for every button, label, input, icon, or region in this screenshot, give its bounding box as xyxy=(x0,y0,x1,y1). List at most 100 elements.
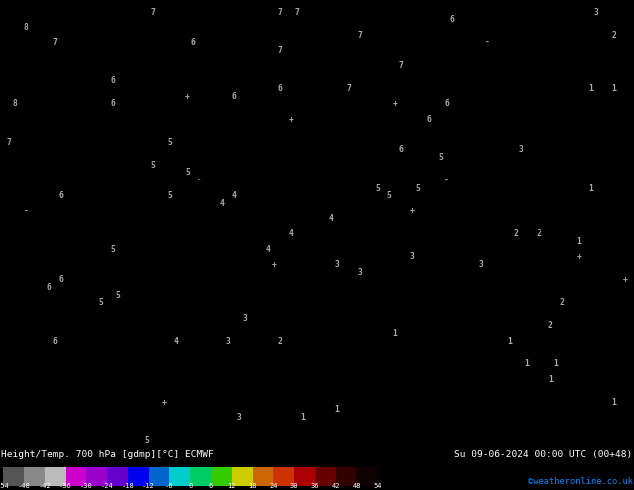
Text: 3: 3 xyxy=(519,199,524,208)
Text: 8: 8 xyxy=(53,23,58,32)
Text: +: + xyxy=(369,184,374,193)
Text: +: + xyxy=(36,107,40,116)
Text: 5: 5 xyxy=(93,382,98,392)
Text: 1: 1 xyxy=(605,291,611,299)
Text: +: + xyxy=(450,229,455,239)
Text: 7: 7 xyxy=(12,122,17,131)
Text: 3: 3 xyxy=(306,306,311,315)
Text: 5: 5 xyxy=(139,138,144,147)
Text: 1: 1 xyxy=(605,260,611,269)
Text: 6: 6 xyxy=(53,122,58,131)
Text: 2: 2 xyxy=(605,38,611,47)
Text: 2: 2 xyxy=(582,76,587,85)
Text: 5: 5 xyxy=(127,191,133,200)
Text: 6: 6 xyxy=(421,99,426,108)
Text: 7: 7 xyxy=(105,0,109,9)
Text: 6: 6 xyxy=(427,76,432,85)
Text: 6: 6 xyxy=(237,84,242,93)
Text: 1: 1 xyxy=(594,413,598,422)
Text: 4: 4 xyxy=(438,229,443,239)
Text: 5: 5 xyxy=(127,337,133,345)
Text: 2: 2 xyxy=(565,161,570,170)
Text: 7: 7 xyxy=(53,84,58,93)
Text: +: + xyxy=(110,398,115,407)
Text: 1: 1 xyxy=(594,161,598,170)
Text: -: - xyxy=(30,306,34,315)
Text: +: + xyxy=(30,314,34,322)
Text: +: + xyxy=(162,38,167,47)
Text: 7: 7 xyxy=(381,92,385,101)
Text: 2: 2 xyxy=(565,122,570,131)
Text: 4: 4 xyxy=(335,214,340,223)
Text: 5: 5 xyxy=(139,176,144,185)
Text: 2: 2 xyxy=(358,321,363,330)
Text: +: + xyxy=(18,321,23,330)
Text: 4: 4 xyxy=(237,229,242,239)
Text: 2: 2 xyxy=(548,314,553,322)
Text: -: - xyxy=(410,428,415,437)
Text: 5: 5 xyxy=(237,107,242,116)
Text: 3: 3 xyxy=(294,291,299,299)
Text: 6: 6 xyxy=(1,344,6,353)
Text: 6: 6 xyxy=(81,321,86,330)
Text: 2: 2 xyxy=(318,329,322,338)
Text: 1: 1 xyxy=(553,382,559,392)
Text: 4: 4 xyxy=(191,390,196,399)
Text: 2: 2 xyxy=(548,252,553,261)
Text: 6: 6 xyxy=(358,107,363,116)
Text: 4: 4 xyxy=(271,206,276,216)
Text: 6: 6 xyxy=(432,99,437,108)
Text: 4: 4 xyxy=(514,38,518,47)
Text: 5: 5 xyxy=(174,168,178,177)
Text: +: + xyxy=(64,206,69,216)
Text: 7: 7 xyxy=(266,0,271,9)
Text: 7: 7 xyxy=(36,199,40,208)
Text: -: - xyxy=(346,421,351,430)
Text: 1: 1 xyxy=(514,390,518,399)
Text: 5: 5 xyxy=(243,184,247,193)
Text: 5: 5 xyxy=(168,138,172,147)
Text: 4: 4 xyxy=(197,260,202,269)
Text: 6: 6 xyxy=(6,298,11,307)
Text: 1: 1 xyxy=(588,283,593,292)
Text: 4: 4 xyxy=(490,122,495,131)
Text: 3: 3 xyxy=(369,275,374,284)
Text: 5: 5 xyxy=(127,115,133,123)
Text: 5: 5 xyxy=(318,176,322,185)
Text: 5: 5 xyxy=(271,184,276,193)
Text: 4: 4 xyxy=(168,405,172,415)
Text: 3: 3 xyxy=(283,306,288,315)
Text: 3: 3 xyxy=(444,260,449,269)
Text: 6: 6 xyxy=(36,237,40,246)
Text: 5: 5 xyxy=(179,99,184,108)
Text: 6: 6 xyxy=(369,146,374,154)
Text: 3: 3 xyxy=(507,176,512,185)
Text: 6: 6 xyxy=(421,107,426,116)
Text: 5: 5 xyxy=(99,245,103,254)
Text: 6: 6 xyxy=(47,252,52,261)
Text: 4: 4 xyxy=(260,214,265,223)
Text: +: + xyxy=(548,84,553,93)
Text: 5: 5 xyxy=(450,168,455,177)
Text: 7: 7 xyxy=(369,23,374,32)
Text: 2: 2 xyxy=(300,367,305,376)
Text: 7: 7 xyxy=(249,30,253,40)
Text: 6: 6 xyxy=(260,61,265,70)
Text: 3: 3 xyxy=(507,214,512,223)
Text: 5: 5 xyxy=(415,146,420,154)
Text: 6: 6 xyxy=(64,360,69,368)
Text: 2: 2 xyxy=(582,69,587,78)
Text: 1: 1 xyxy=(312,390,316,399)
Text: 5: 5 xyxy=(6,421,11,430)
Text: 1: 1 xyxy=(594,122,598,131)
Text: 6: 6 xyxy=(381,161,385,170)
Text: 5: 5 xyxy=(208,122,213,131)
Text: 8: 8 xyxy=(12,76,17,85)
Text: +: + xyxy=(553,199,559,208)
Text: 1: 1 xyxy=(623,291,628,299)
Text: 7: 7 xyxy=(41,161,46,170)
Text: 1: 1 xyxy=(617,360,622,368)
Text: 1: 1 xyxy=(571,337,576,345)
Text: 1: 1 xyxy=(582,306,587,315)
Text: 2: 2 xyxy=(421,314,426,322)
